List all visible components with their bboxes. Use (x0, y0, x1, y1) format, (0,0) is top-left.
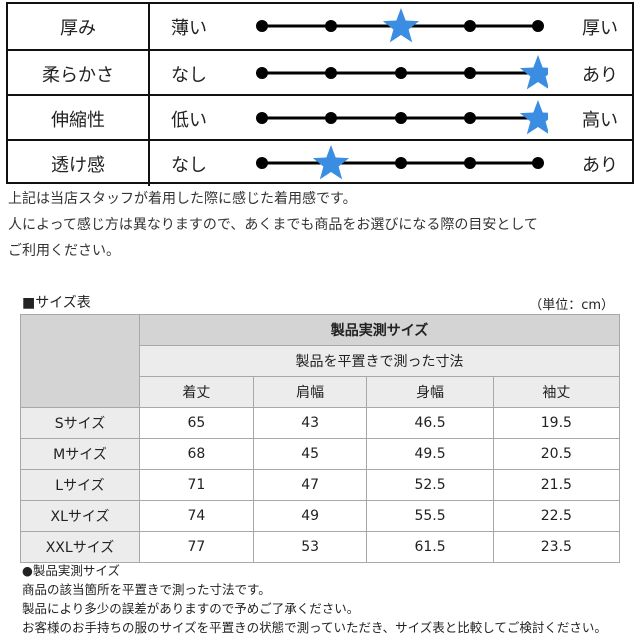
column-header: 身幅 (366, 376, 494, 408)
size-value: 45 (252, 438, 368, 470)
feel-row-softness: 柔らかさ なし あり (8, 49, 632, 96)
size-value: 61.5 (366, 531, 494, 563)
feel-label: 厚み (8, 4, 150, 49)
size-name: XLサイズ (20, 500, 140, 532)
size-table: 製品実測サイズ 製品を平置きで測った寸法 着丈 肩幅 身幅 袖丈 Sサイズ 65… (20, 314, 621, 563)
size-value: 71 (139, 469, 254, 501)
feel-right-text: 厚い (582, 17, 618, 39)
size-value: 74 (139, 500, 254, 532)
size-value: 20.5 (492, 438, 621, 470)
size-value: 23.5 (492, 531, 621, 563)
scale-dot (532, 20, 544, 32)
unit-label: （単位：cm） (529, 298, 614, 313)
feel-row-stretch: 伸縮性 低い 高い (8, 94, 632, 141)
feel-scale (248, 96, 548, 141)
table-row: Sサイズ 65 43 46.5 19.5 (20, 407, 621, 439)
size-value: 46.5 (366, 407, 494, 439)
feel-scale (248, 4, 548, 49)
feel-scale-graphic (256, 8, 544, 43)
footnote-heading: ●製品実測サイズ (22, 563, 121, 578)
feel-scale-graphic (256, 145, 544, 180)
size-value: 49.5 (366, 438, 494, 470)
table-row: Lサイズ 71 47 52.5 21.5 (20, 469, 621, 501)
feel-label: 伸縮性 (8, 96, 150, 141)
scale-dot (532, 157, 544, 169)
footnote-line: お客様のお手持ちの服のサイズを平置きの状態で測っていただき、サイズ表と比較してご… (22, 620, 607, 635)
star-icon (519, 55, 548, 90)
size-table-header: ■サイズ表 (22, 295, 91, 311)
size-value: 77 (139, 531, 254, 563)
star-icon (312, 145, 350, 180)
star-icon (519, 100, 548, 135)
size-value: 49 (252, 500, 368, 532)
scale-dot (464, 67, 476, 79)
column-header: 肩幅 (252, 376, 368, 408)
feel-left-text: なし (171, 64, 207, 86)
scale-dot (325, 20, 337, 32)
scale-dot (325, 112, 337, 124)
column-header: 着丈 (139, 376, 254, 408)
feel-left-text: 薄い (171, 17, 207, 39)
size-name: Sサイズ (20, 407, 140, 439)
scale-dot (395, 67, 407, 79)
scale-dot (256, 20, 268, 32)
feel-right-text: あり (582, 64, 618, 86)
table-row: Mサイズ 68 45 49.5 20.5 (20, 438, 621, 470)
feel-right-text: 高い (582, 109, 618, 131)
feel-table: 厚み 薄い 厚い 柔らかさ なし あり 伸縮性 低い 高い 透け感 なし あり (6, 2, 634, 186)
column-header: 袖丈 (492, 376, 621, 408)
size-value: 68 (139, 438, 254, 470)
star-icon (382, 8, 420, 43)
scale-dot (256, 157, 268, 169)
size-value: 21.5 (492, 469, 621, 501)
feel-scale (248, 51, 548, 96)
size-value: 52.5 (366, 469, 494, 501)
feel-scale-graphic (256, 55, 548, 90)
feel-row-thickness: 厚み 薄い 厚い (8, 4, 632, 49)
table-subtitle: 製品を平置きで測った寸法 (139, 345, 620, 377)
size-value: 43 (252, 407, 368, 439)
table-row: XLサイズ 74 49 55.5 22.5 (20, 500, 621, 532)
feel-left-text: なし (171, 154, 207, 176)
footnote-line: 商品の該当箇所を平置きで測った寸法です。 (22, 582, 271, 597)
note-line: 上記は当店スタッフが着用した際に感じた着用感です。 (8, 191, 357, 207)
scale-dot (464, 20, 476, 32)
size-value: 55.5 (366, 500, 494, 532)
size-value: 53 (252, 531, 368, 563)
scale-dot (256, 112, 268, 124)
corner-cell (20, 314, 140, 408)
scale-dot (395, 157, 407, 169)
feel-right-text: あり (582, 154, 618, 176)
scale-dot (464, 157, 476, 169)
note-line: 人によって感じ方は異なりますので、あくまでも商品をお選びになる際の目安として (8, 217, 538, 233)
feel-left-text: 低い (171, 109, 207, 131)
footnote-line: 製品により多少の誤差がありますので予めご了承ください。 (22, 601, 360, 616)
size-name: Mサイズ (20, 438, 140, 470)
scale-dot (256, 67, 268, 79)
size-value: 22.5 (492, 500, 621, 532)
feel-scale (248, 141, 548, 186)
size-value: 19.5 (492, 407, 621, 439)
table-row: XXLサイズ 77 53 61.5 23.5 (20, 531, 621, 563)
scale-dot (325, 67, 337, 79)
size-name: Lサイズ (20, 469, 140, 501)
feel-label: 透け感 (8, 141, 150, 186)
note-line: ご利用ください。 (8, 243, 120, 259)
feel-scale-graphic (256, 100, 548, 135)
size-name: XXLサイズ (20, 531, 140, 563)
size-value: 65 (139, 407, 254, 439)
table-title: 製品実測サイズ (139, 314, 620, 346)
feel-row-sheerness: 透け感 なし あり (8, 139, 632, 186)
feel-label: 柔らかさ (8, 51, 150, 96)
scale-dot (464, 112, 476, 124)
scale-dot (395, 112, 407, 124)
size-value: 47 (252, 469, 368, 501)
